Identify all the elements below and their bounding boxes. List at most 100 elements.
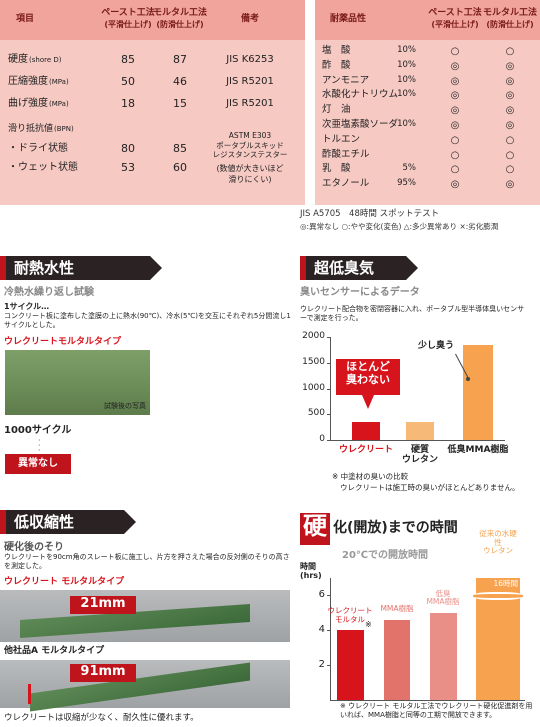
description: コンクリート板に塗布した塗膜の上に熱水(90℃)、冷水(5℃)を交互にそれぞれ5…: [4, 312, 291, 330]
measure-label: 91mm: [80, 664, 126, 679]
bar: [463, 344, 493, 440]
chem-result: ◎: [505, 120, 515, 131]
chem-result: ◎: [505, 75, 515, 87]
category-label: 従来の水硬性 ウレタン: [479, 529, 517, 556]
chem-conc: 10%: [397, 45, 416, 55]
row-name: 滑り抵抗値: [8, 124, 54, 134]
cell-note: ポータブルスキッド: [216, 141, 284, 150]
cell-value: 46: [173, 75, 187, 88]
product-label: ウレクリートモルタルタイプ: [4, 337, 122, 347]
y-tick-label: 2000: [302, 331, 325, 341]
table-header: (防滑仕上げ): [156, 20, 204, 29]
bar: [406, 422, 434, 440]
section-subtitle: 冷熱水繰り返し試験: [4, 287, 94, 298]
measure-marker: [28, 684, 31, 704]
section-banner: 低収縮性: [0, 510, 136, 534]
section-subtitle: 硬化後のそり: [4, 542, 64, 553]
tick-mark: [327, 362, 330, 364]
section-subtitle: 臭いセンサーによるデータ: [300, 287, 420, 298]
bar: [336, 630, 364, 700]
callout-dot: [466, 377, 470, 381]
cell-note: JIS K6253: [226, 54, 274, 65]
description: ウレクリート配合物を密閉容器に入れ、ポータブル型半導体臭いセンサーで測定を行った…: [300, 305, 525, 323]
chem-result: ○: [505, 46, 515, 57]
row-unit: (BPN): [54, 125, 74, 133]
cell-note: ASTM E303: [228, 131, 272, 140]
chem-result: ◎: [505, 179, 515, 191]
category-label: ウレクリート: [338, 445, 394, 455]
category-label: 低臭MMA樹脂: [447, 445, 509, 455]
category-label: 低臭 MMA樹脂: [426, 588, 460, 607]
measure-box: [70, 596, 136, 614]
title-mark-bg: [300, 513, 330, 545]
section-banner: 耐熱水性: [0, 256, 162, 280]
chem-name: 酢酸エチル: [322, 148, 370, 160]
chem-result: ◎: [450, 75, 460, 87]
photo-caption: 試験後の写真: [104, 402, 146, 410]
measure-label: 21mm: [80, 596, 126, 611]
chem-name: 水酸化ナトリウム: [322, 89, 399, 101]
chem-result: ◎: [450, 90, 460, 102]
product-label: 他社品A モルタルタイプ: [4, 646, 105, 656]
table-header: 備考: [240, 14, 260, 24]
cycle-count: 1000サイクル: [4, 425, 72, 436]
chem-result: ◎: [450, 60, 460, 72]
cell-value: 15: [173, 97, 187, 110]
chem-conc: 95%: [397, 178, 416, 189]
y-tick-label: 1000: [302, 382, 325, 393]
chart-note: ※ 中塗材の臭いの比較: [332, 472, 409, 481]
chem-result: ○: [505, 134, 515, 146]
table-header: モルタル工法: [152, 8, 208, 18]
result-label: 異常なし: [18, 458, 58, 469]
tick-mark: [327, 414, 330, 416]
axis-line: [330, 440, 505, 441]
table-header: (平滑仕上げ): [431, 20, 479, 29]
test-photo: [5, 350, 150, 415]
y-tick-label: 6: [318, 589, 325, 601]
cell-value: 18: [121, 97, 135, 110]
chem-result: ○: [450, 46, 460, 57]
cell-value: 85: [121, 53, 135, 66]
axis-break: [473, 592, 523, 600]
y-axis-label: 時間 (hrs): [300, 562, 322, 581]
axis-line: [330, 337, 331, 440]
row-name: ・ドライ状態: [8, 143, 68, 154]
table-header: 耐薬品性: [330, 14, 367, 24]
y-tick-label: 1500: [302, 356, 325, 367]
chart-note: ウレクリートは施工時の臭いがほとんどありません。: [340, 483, 520, 492]
chem-result: ◎: [505, 90, 515, 102]
table-header: 項目: [16, 14, 35, 24]
tick-mark: [327, 337, 330, 338]
callout-box: [336, 359, 400, 395]
cell-value: 60: [173, 161, 187, 174]
conclusion: ウレクリートは収縮が少なく、耐久性に優れます。: [4, 713, 199, 723]
table-header: (防滑仕上げ): [486, 20, 534, 29]
footnote-mark: ※: [365, 620, 372, 629]
cell-note: 滑りにくい): [228, 175, 272, 184]
bar: [352, 422, 380, 440]
cell-value: 87: [173, 53, 187, 66]
cell-value: 53: [121, 161, 135, 174]
cell-value: 80: [121, 142, 135, 155]
cell-note: JIS R5201: [226, 98, 274, 109]
y-tick-label: 500: [307, 408, 325, 419]
chem-note: JIS A5705 48時間 スポットテスト: [300, 209, 440, 219]
chem-result: ○: [450, 164, 460, 176]
callout-text: 少し臭う: [417, 341, 455, 351]
chem-name: トルエン: [322, 133, 361, 145]
chem-name: 次亜塩素酸ソーダ: [322, 119, 399, 130]
section-subtitle: 20℃での開放時間: [342, 550, 429, 561]
product-label: ウレクリート モルタルタイプ: [4, 577, 125, 587]
description: ウレクリートを90cm角のスレート板に施工し、片方を押さえた場合の反対側のそりの…: [4, 553, 290, 571]
chem-result: ○: [450, 134, 460, 146]
tick-mark: [327, 440, 330, 441]
chem-name: 乳 酸: [322, 163, 351, 175]
category-label: 硬質 ウレタン: [401, 445, 439, 466]
callout-text: ほとんど 臭わない: [346, 360, 390, 386]
chem-result: ◎: [450, 120, 460, 131]
cycle-label: 1サイクル…: [4, 302, 50, 311]
cell-note: レジスタンステスター: [212, 150, 288, 159]
cell-note: JIS R5201: [226, 76, 274, 87]
measure-box: [70, 664, 136, 682]
